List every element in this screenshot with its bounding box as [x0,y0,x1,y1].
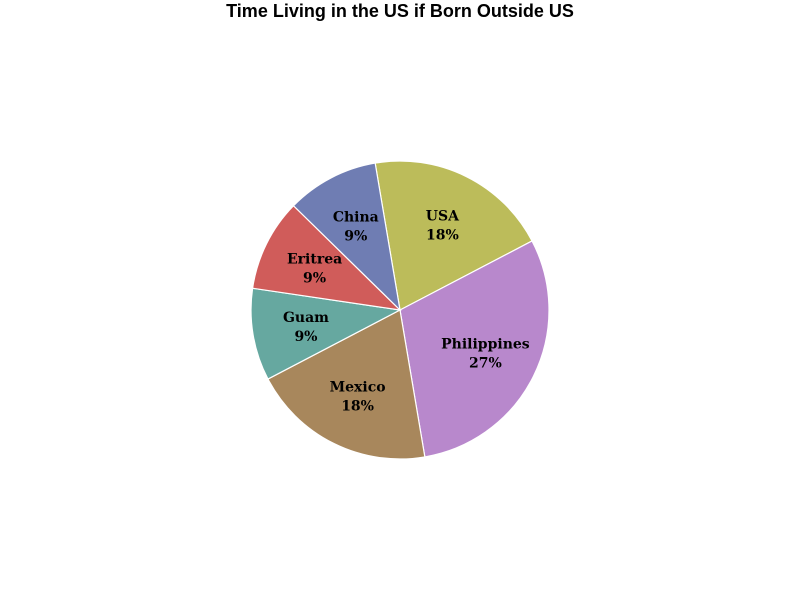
slice-label-usa: USA 18% [426,209,460,244]
slice-name: Philippines [441,336,530,352]
pie-slice-usa [374,160,533,311]
pie-slice-guam [250,287,402,380]
pie-slice-mexico [267,309,426,460]
slice-label-mexico: Mexico 18% [330,379,386,414]
slice-percent: 9% [303,271,326,287]
slice-percent: 18% [341,398,374,414]
slice-name: Guam [283,310,329,326]
slice-percent: 9% [344,228,367,244]
slice-percent: 18% [426,228,459,244]
slice-percent: 27% [469,355,502,371]
pie-slice-china [292,162,401,312]
slice-name: China [333,209,379,225]
chart-title: Time Living in the US if Born Outside US [226,1,574,21]
slice-name: USA [426,209,460,225]
pie-slice-philippines [399,240,550,458]
slice-percent: 9% [294,329,317,345]
slice-name: Mexico [330,379,386,395]
slice-name: Eritrea [287,252,342,268]
slice-label-eritrea: Eritrea 9% [287,252,342,287]
slice-label-china: China 9% [333,209,379,244]
slice-label-philippines: Philippines 27% [441,336,530,371]
pie-slice-eritrea [251,204,402,311]
slice-label-guam: Guam 9% [283,310,329,345]
